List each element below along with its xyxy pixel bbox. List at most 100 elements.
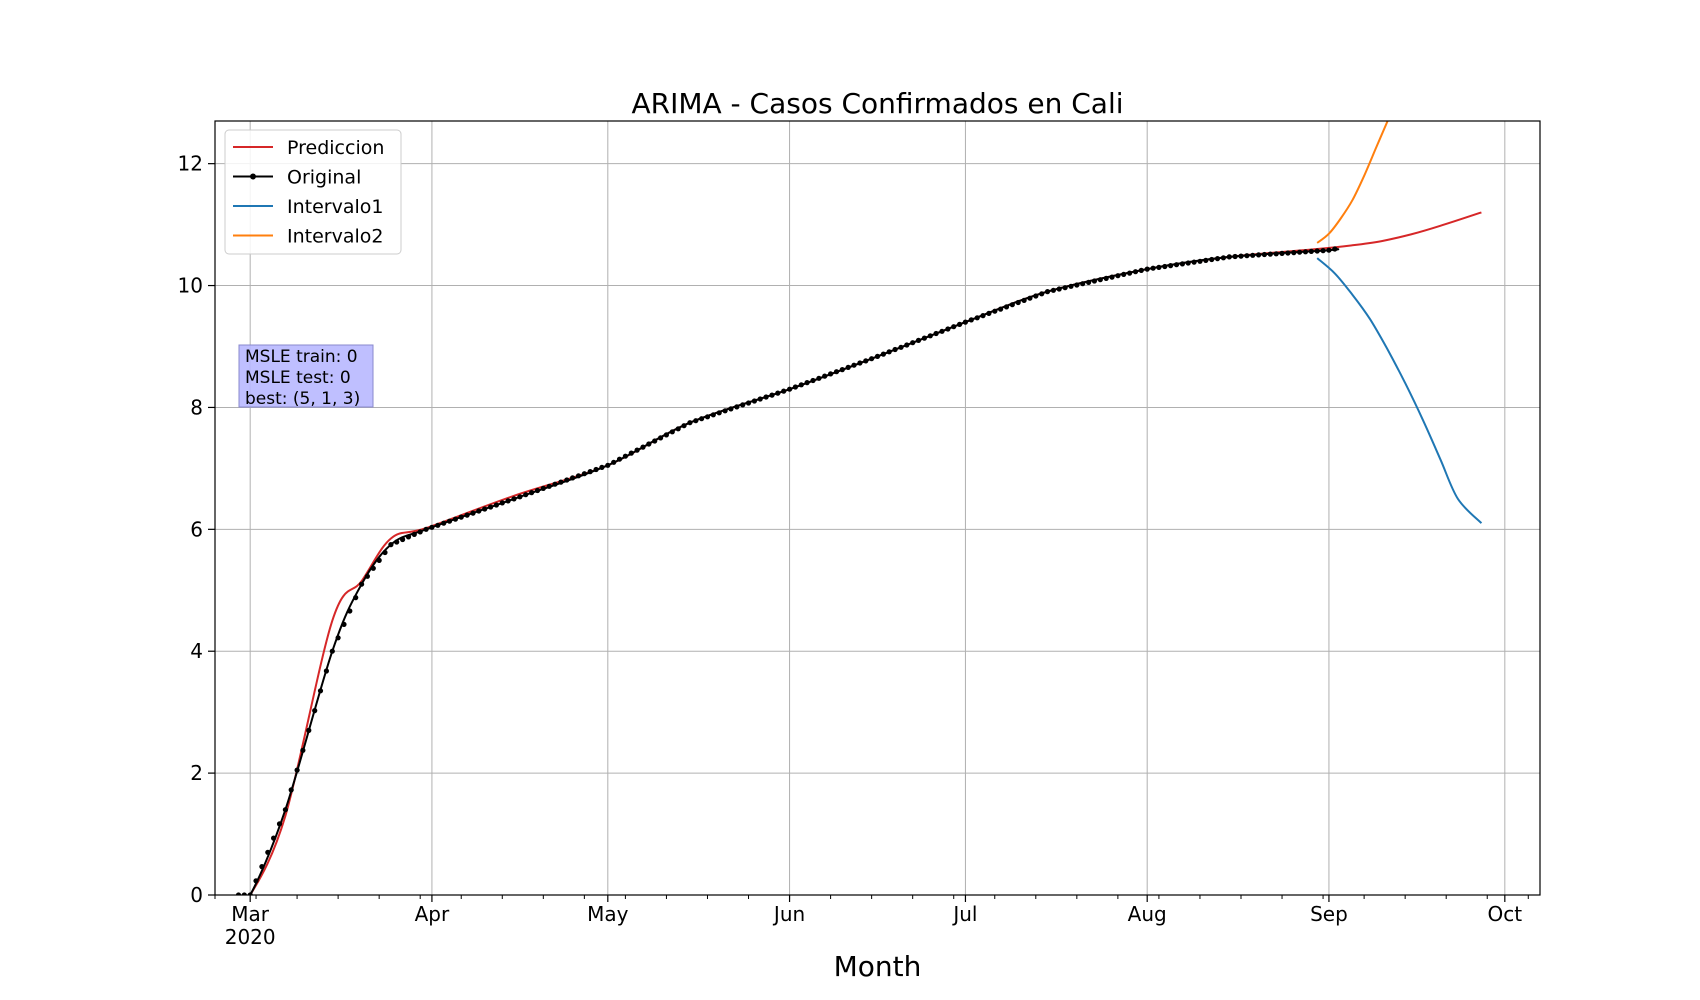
- series-point: [980, 313, 986, 319]
- series-point: [757, 396, 763, 402]
- series-point: [1127, 270, 1133, 276]
- x-tick-label: Mar: [231, 902, 270, 926]
- series-point: [986, 310, 992, 316]
- series-point: [863, 358, 869, 364]
- series-point: [294, 767, 300, 773]
- series-original: [235, 246, 1340, 895]
- series-point: [276, 821, 283, 827]
- series-point: [1332, 246, 1338, 252]
- x-tick-label: May: [587, 902, 629, 926]
- series-point: [1050, 287, 1056, 293]
- metrics-line: MSLE test: 0: [245, 368, 351, 388]
- series-point: [476, 508, 482, 514]
- series-point: [1214, 256, 1221, 262]
- series-point: [441, 520, 447, 526]
- series-point: [388, 542, 394, 548]
- series-point: [1015, 299, 1021, 306]
- series-point: [1056, 286, 1062, 292]
- y-tick-label: 8: [190, 395, 203, 419]
- series-point: [370, 565, 376, 571]
- y-tick-label: 12: [178, 152, 203, 176]
- series-point: [904, 342, 910, 348]
- series-point: [998, 306, 1004, 312]
- series-point: [540, 485, 546, 491]
- series-point: [1308, 248, 1314, 254]
- series-point: [1009, 302, 1015, 308]
- series-point: [939, 328, 945, 334]
- series-point: [605, 462, 611, 468]
- legend: Prediccion Original Intervalo1 Intervalo2: [224, 129, 402, 255]
- series-point: [259, 864, 265, 870]
- series-point: [1179, 261, 1185, 267]
- series-point: [1220, 255, 1226, 261]
- series-point: [599, 464, 605, 470]
- series-point: [505, 498, 511, 504]
- legend-item: Original: [233, 167, 361, 189]
- series-point: [1115, 273, 1121, 279]
- series-point: [1150, 265, 1156, 271]
- series-point: [1185, 260, 1191, 266]
- x-tick-label: Jul: [951, 902, 977, 926]
- series-point: [1267, 251, 1273, 257]
- series-point: [394, 539, 400, 545]
- x-tick-label: Aug: [1128, 902, 1167, 926]
- y-tick-label: 10: [178, 274, 203, 298]
- series-point: [892, 346, 898, 353]
- series-point: [804, 380, 810, 386]
- series-point: [570, 475, 576, 481]
- series-point: [1109, 274, 1115, 280]
- series-point: [1191, 259, 1197, 265]
- series-point: [429, 524, 435, 530]
- series-point: [957, 321, 963, 327]
- series-line-intervalo2: [1316, 121, 1389, 244]
- series-point: [523, 492, 529, 498]
- series-point: [1285, 250, 1291, 256]
- series-point: [787, 386, 793, 392]
- series-point: [493, 502, 499, 508]
- series-point: [1021, 297, 1027, 303]
- series-point: [317, 688, 324, 694]
- metrics-line: best: (5, 1, 3): [245, 389, 360, 409]
- series-point: [1121, 271, 1127, 277]
- x-tick-sublabel: 2020: [225, 925, 276, 949]
- series-point: [288, 787, 294, 793]
- series-point: [810, 377, 816, 384]
- series-point: [992, 308, 998, 314]
- legend-item: Intervalo1: [233, 196, 383, 218]
- legend-box: [224, 129, 402, 255]
- series-point: [271, 835, 277, 841]
- series-point: [517, 494, 523, 500]
- series-point: [1033, 293, 1039, 299]
- series-point: [529, 490, 535, 496]
- series-point: [1297, 249, 1303, 255]
- series-point: [1062, 285, 1068, 291]
- series-point: [822, 373, 828, 379]
- series-point: [282, 807, 288, 813]
- series-point: [646, 441, 652, 447]
- legend-label: Intervalo1: [287, 196, 383, 218]
- series-point: [1302, 249, 1309, 255]
- series-point: [1326, 247, 1332, 253]
- series-point: [745, 400, 752, 406]
- series-point: [704, 414, 711, 420]
- series-point: [915, 337, 922, 343]
- legend-label: Intervalo2: [287, 226, 383, 248]
- series-point: [710, 412, 716, 418]
- series-point: [1097, 277, 1103, 283]
- series-point: [499, 500, 505, 506]
- y-tick-label: 4: [190, 639, 203, 663]
- series-point: [306, 727, 312, 734]
- series-point: [781, 388, 787, 394]
- y-tick-label: 6: [190, 517, 203, 541]
- series-point: [452, 516, 458, 522]
- series-point: [1068, 283, 1074, 289]
- series-point: [734, 404, 740, 410]
- series-point: [581, 471, 588, 477]
- series-point: [1256, 252, 1262, 258]
- series-point: [921, 335, 928, 341]
- series-point: [687, 420, 693, 426]
- series-point: [347, 608, 353, 614]
- metrics-line: MSLE train: 0: [245, 347, 358, 367]
- legend-label: Prediccion: [287, 137, 384, 159]
